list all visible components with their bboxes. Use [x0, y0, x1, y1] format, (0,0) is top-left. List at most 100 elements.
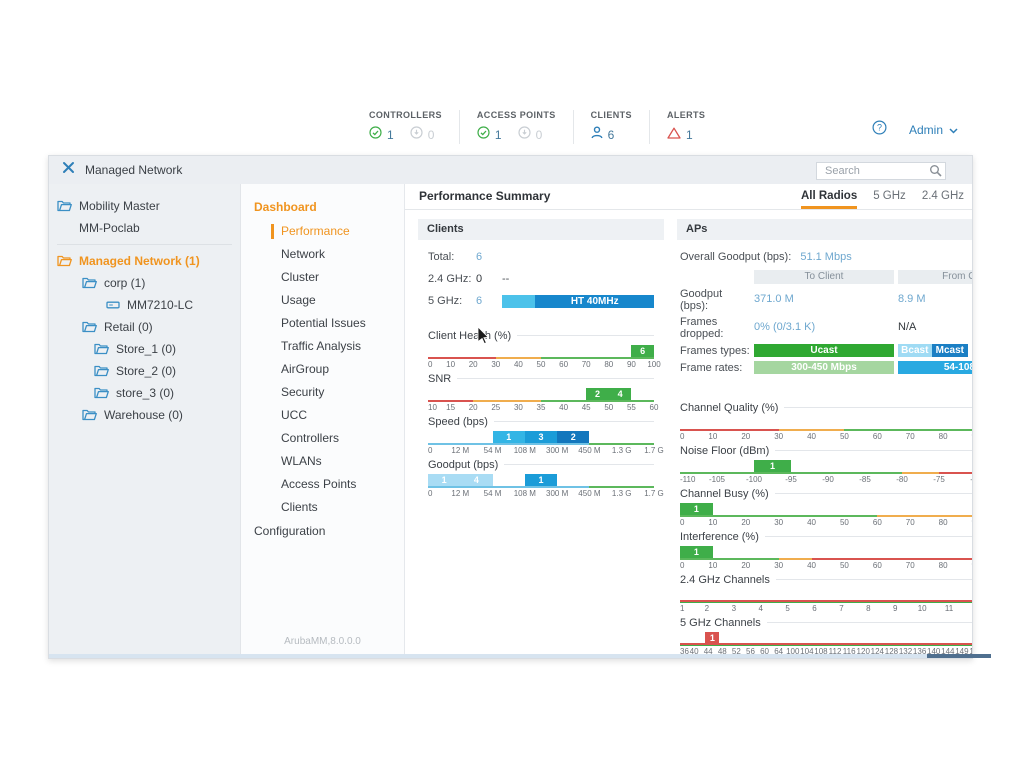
axis-tick: 5 [785, 604, 790, 613]
axis-tick: 0 [428, 489, 433, 498]
menu-item-network[interactable]: Network [281, 247, 326, 261]
bar-54-108-mb[interactable]: 54-108 Mb [898, 361, 972, 374]
alert-triangle-icon [667, 126, 681, 144]
circle-icon [410, 126, 423, 144]
axis-tick: 120 [856, 647, 870, 655]
menu-section-dashboard[interactable]: Dashboard [254, 200, 317, 214]
search-icon[interactable] [929, 164, 942, 182]
menu-item-access-points[interactable]: Access Points [281, 477, 357, 491]
axis-tick: -100 [745, 475, 763, 484]
chart-title: Channel Quality (%) [680, 401, 779, 414]
tree-item-mobility-master[interactable]: Mobility Master [49, 195, 240, 217]
stat-clients: CLIENTS 6 [574, 110, 650, 144]
chart-bar[interactable]: 1 [680, 546, 713, 558]
tree-item-mm7210-lc[interactable]: MM7210-LC [49, 294, 240, 316]
tree-item-corp-1[interactable]: corp (1) [49, 272, 240, 294]
menu-item-security[interactable]: Security [281, 385, 325, 399]
client-band-row-5-ghz: 5 GHz: 6 HT 40MHz [428, 290, 654, 312]
version-label: ArubaMM,8.0.0.0 [284, 636, 361, 647]
chart-bar[interactable]: 4 [460, 474, 493, 486]
stat-value: 1 [477, 126, 502, 144]
bar-mcast[interactable]: Mcast [931, 344, 968, 357]
axis-tick: 1.3 G [611, 489, 632, 498]
tree-item-retail-0[interactable]: Retail (0) [49, 316, 240, 338]
menu-item-ucc[interactable]: UCC [281, 408, 307, 422]
stat-label-alerts: ALERTS [666, 110, 706, 120]
menu-section-configuration[interactable]: Configuration [254, 524, 326, 538]
stat-value: 0 [410, 126, 434, 144]
chart-bar[interactable]: 3 [524, 431, 558, 443]
menu-item-performance[interactable]: Performance [241, 220, 404, 243]
axis-tick: 128 [884, 647, 899, 655]
axis-tick: -95 [785, 475, 797, 484]
axis-tick: 12 M [451, 489, 470, 498]
axis-tick: 108 M [513, 446, 536, 455]
table-cell: 0% (0/3.1 K) [754, 320, 816, 333]
menu-item-potential-issues[interactable]: Potential Issues [281, 316, 366, 330]
axis-tick: 40 [807, 518, 816, 527]
close-icon[interactable] [62, 161, 75, 179]
axis-tick: 1.7 G [644, 446, 664, 455]
chart-bar[interactable]: 1 [705, 632, 720, 644]
menu-item-clients[interactable]: Clients [281, 500, 318, 514]
aps-panel: APs Overall Goodput (bps): 51.1 Mbps To … [677, 219, 972, 655]
menu-item-controllers[interactable]: Controllers [281, 431, 340, 445]
bar-300-450-mbps[interactable]: 300-450 Mbps [754, 361, 894, 374]
axis-tick: 90 [626, 360, 636, 369]
chart-bar[interactable]: 4 [608, 388, 632, 400]
axis-tick: 56 [746, 647, 755, 655]
axis-tick: -90 [822, 475, 834, 484]
chart-title: Client Health (%) [428, 329, 512, 342]
axis-tick: 60 [760, 647, 770, 655]
axis-tick: 25 [491, 403, 501, 412]
scrollbar-thumb[interactable] [927, 654, 991, 658]
chart-bar[interactable]: 1 [428, 474, 461, 486]
axis-tick: 104 [800, 647, 814, 655]
axis-tick: 116 [842, 647, 856, 655]
bar-bcast[interactable]: Bcast [898, 344, 932, 357]
admin-menu[interactable]: Admin [909, 123, 958, 137]
chart-bar[interactable]: 1 [492, 431, 525, 443]
chart-bar[interactable]: 2 [586, 388, 609, 400]
axis-tick: 70 [905, 561, 915, 570]
menu-item-wlans[interactable]: WLANs [281, 454, 322, 468]
clients-band-summary: 2.4 GHz: 0 -- 5 GHz: 6 HT 40MHz [428, 268, 654, 312]
tree-item-store-3-0[interactable]: store_3 (0) [49, 382, 240, 404]
chart-title: Speed (bps) [428, 415, 488, 428]
axis-tick: 10 [708, 518, 718, 527]
chart-bar[interactable]: 2 [557, 431, 590, 443]
folder-icon [82, 277, 97, 289]
tab-2-4-ghz[interactable]: 2.4 GHz [921, 190, 964, 202]
chart-bar[interactable]: 1 [680, 503, 713, 515]
menu-item-usage[interactable]: Usage [281, 293, 316, 307]
tab-5-ghz[interactable]: 5 GHz [873, 190, 906, 202]
ht-mode-segment[interactable] [502, 294, 536, 308]
stat-access-points: ACCESS POINTS 1 0 [460, 110, 574, 144]
axis-tick: 35 [536, 403, 546, 412]
help-icon[interactable]: ? [872, 120, 887, 140]
tree-item-store-2-0[interactable]: Store_2 (0) [49, 360, 240, 382]
tab-all-radios[interactable]: All Radios [800, 190, 858, 209]
table-cell: 54-108 Mb [898, 361, 972, 374]
menu-item-airgroup[interactable]: AirGroup [281, 362, 330, 376]
tree-item-warehouse-0[interactable]: Warehouse (0) [49, 404, 240, 426]
tree-item-managed-network-1[interactable]: Managed Network (1) [49, 250, 240, 272]
menu-item-cluster[interactable]: Cluster [281, 270, 320, 284]
table-cell: N/A [898, 320, 917, 333]
tree-item-store-1-0[interactable]: Store_1 (0) [49, 338, 240, 360]
menu-item-traffic-analysis[interactable]: Traffic Analysis [281, 339, 362, 353]
ht-mode-segment[interactable]: HT 40MHz [535, 294, 654, 308]
bar-ucast[interactable]: Ucast [754, 344, 894, 357]
search-input[interactable] [816, 161, 946, 180]
horizontal-scrollbar[interactable] [49, 654, 991, 658]
axis-tick: 300 M [546, 446, 569, 455]
tree-item-mm-poclab[interactable]: MM-Poclab [49, 217, 240, 239]
chart-bar[interactable]: 1 [524, 474, 558, 486]
chart-interference: Interference (%)10102030405060708090 [680, 529, 972, 570]
aps-row-goodput-bps: Goodput (bps): 371.0 M 8.9 M [680, 288, 972, 312]
chart-bar[interactable]: 1 [754, 460, 791, 472]
chart-bar[interactable]: 6 [631, 345, 654, 357]
axis-tick: 140 [927, 647, 941, 655]
axis-tick: 45 [581, 403, 591, 412]
